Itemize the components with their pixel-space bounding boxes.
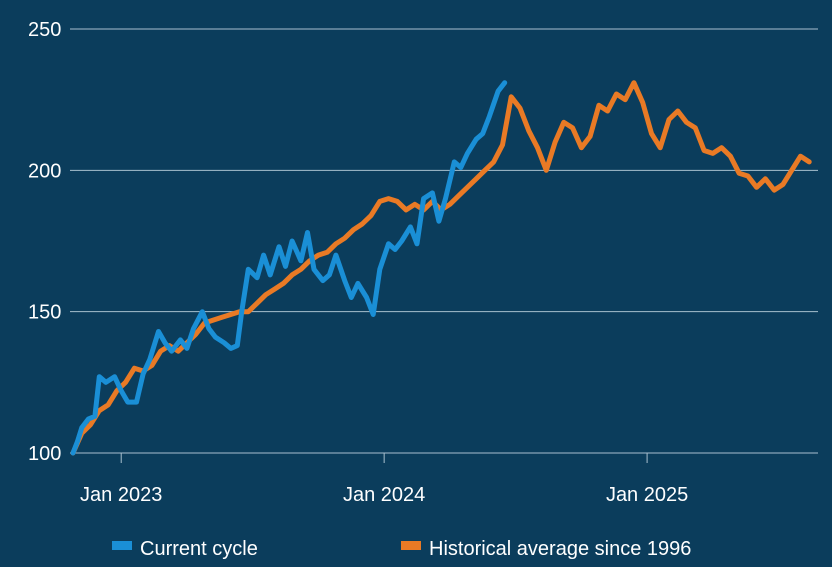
y-tick-label: 150: [28, 302, 61, 324]
x-tick-label: Jan 2025: [606, 484, 688, 506]
legend: Current cycle Historical average since 19…: [112, 538, 691, 560]
legend-swatch: [401, 541, 421, 550]
y-axis: 100 150 200 250: [28, 19, 61, 465]
series-group: [70, 80, 812, 456]
series-line-current-cycle: [70, 80, 508, 456]
y-tick-label: 100: [28, 443, 61, 465]
legend-swatch: [112, 541, 132, 550]
x-tick-label: Jan 2024: [343, 484, 425, 506]
grid: [70, 28, 818, 454]
x-tick-label: Jan 2023: [80, 484, 162, 506]
legend-label: Current cycle: [140, 538, 258, 560]
series-line-historical-average: [70, 80, 812, 456]
x-axis: Jan 2023 Jan 2024 Jan 2025: [80, 453, 688, 506]
legend-label: Historical average since 1996: [429, 538, 691, 560]
y-tick-label: 200: [28, 160, 61, 182]
y-tick-label: 250: [28, 19, 61, 41]
